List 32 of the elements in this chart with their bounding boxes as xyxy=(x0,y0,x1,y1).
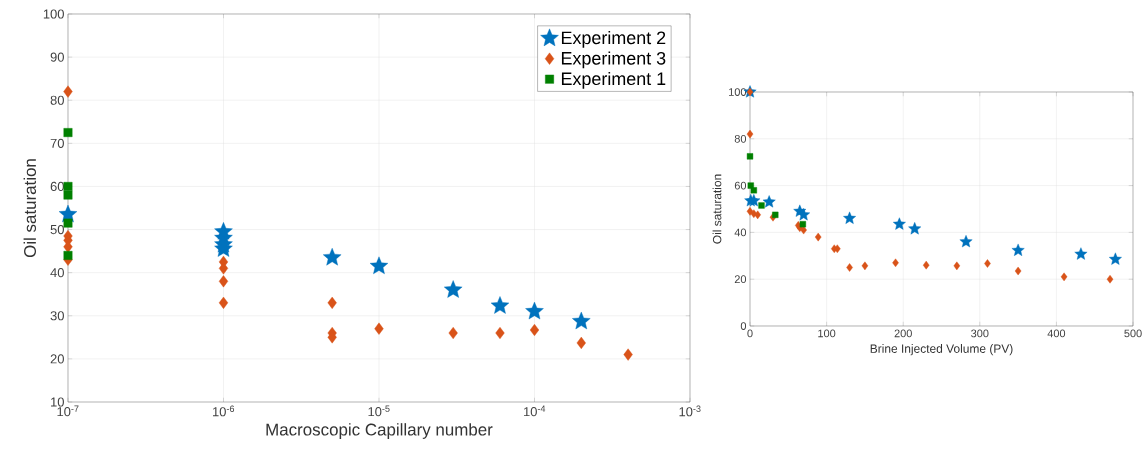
y-tick-label: 80 xyxy=(50,95,64,105)
x-tick-label: 0 xyxy=(747,329,753,338)
y-tick-label: 0 xyxy=(740,322,747,330)
x-tick-label: 400 xyxy=(1047,329,1066,338)
y-tick-label: 20 xyxy=(50,354,64,364)
x-tick-label: 10$^{-6}$ xyxy=(212,405,235,417)
y-tick-label: 90 xyxy=(50,52,64,62)
y-tick-label: 80 xyxy=(734,134,747,143)
legend-label: Experiment 2 xyxy=(561,31,666,48)
x-tick-label: 200 xyxy=(894,329,912,338)
y-tick-label: 20 xyxy=(734,275,747,284)
y-axis-title: Oil saturation xyxy=(712,174,722,244)
legend-label: Experiment 3 xyxy=(561,51,666,69)
x-axis-title: Brine Injected Volume (PV) xyxy=(870,344,1013,356)
x-tick-label: 10$^{-4}$ xyxy=(523,405,546,417)
y-tick-label: 70 xyxy=(50,138,64,148)
y-tick-label: 40 xyxy=(734,228,747,237)
x-axis-title: Macroscopic Capillary number xyxy=(266,423,493,439)
y-tick-label: 50 xyxy=(50,224,64,235)
x-tick-label: 500 xyxy=(1124,329,1142,338)
x-tick-label: 100 xyxy=(818,329,836,338)
y-tick-label: 100 xyxy=(43,9,64,19)
x-tick-label: 300 xyxy=(971,329,989,338)
y-tick-label: 30 xyxy=(50,311,64,321)
y-tick-label: 10 xyxy=(51,397,64,407)
x-tick-label: 10$^{-5}$ xyxy=(368,405,390,417)
y-tick-label: 60 xyxy=(734,181,747,190)
y-tick-label: 40 xyxy=(50,268,64,278)
y-tick-label: 100 xyxy=(729,88,747,96)
x-tick-label: 10$^{-3}$ xyxy=(679,405,701,417)
legend-label: Experiment 1 xyxy=(561,71,666,89)
y-axis-title: Oil saturation xyxy=(23,159,37,258)
